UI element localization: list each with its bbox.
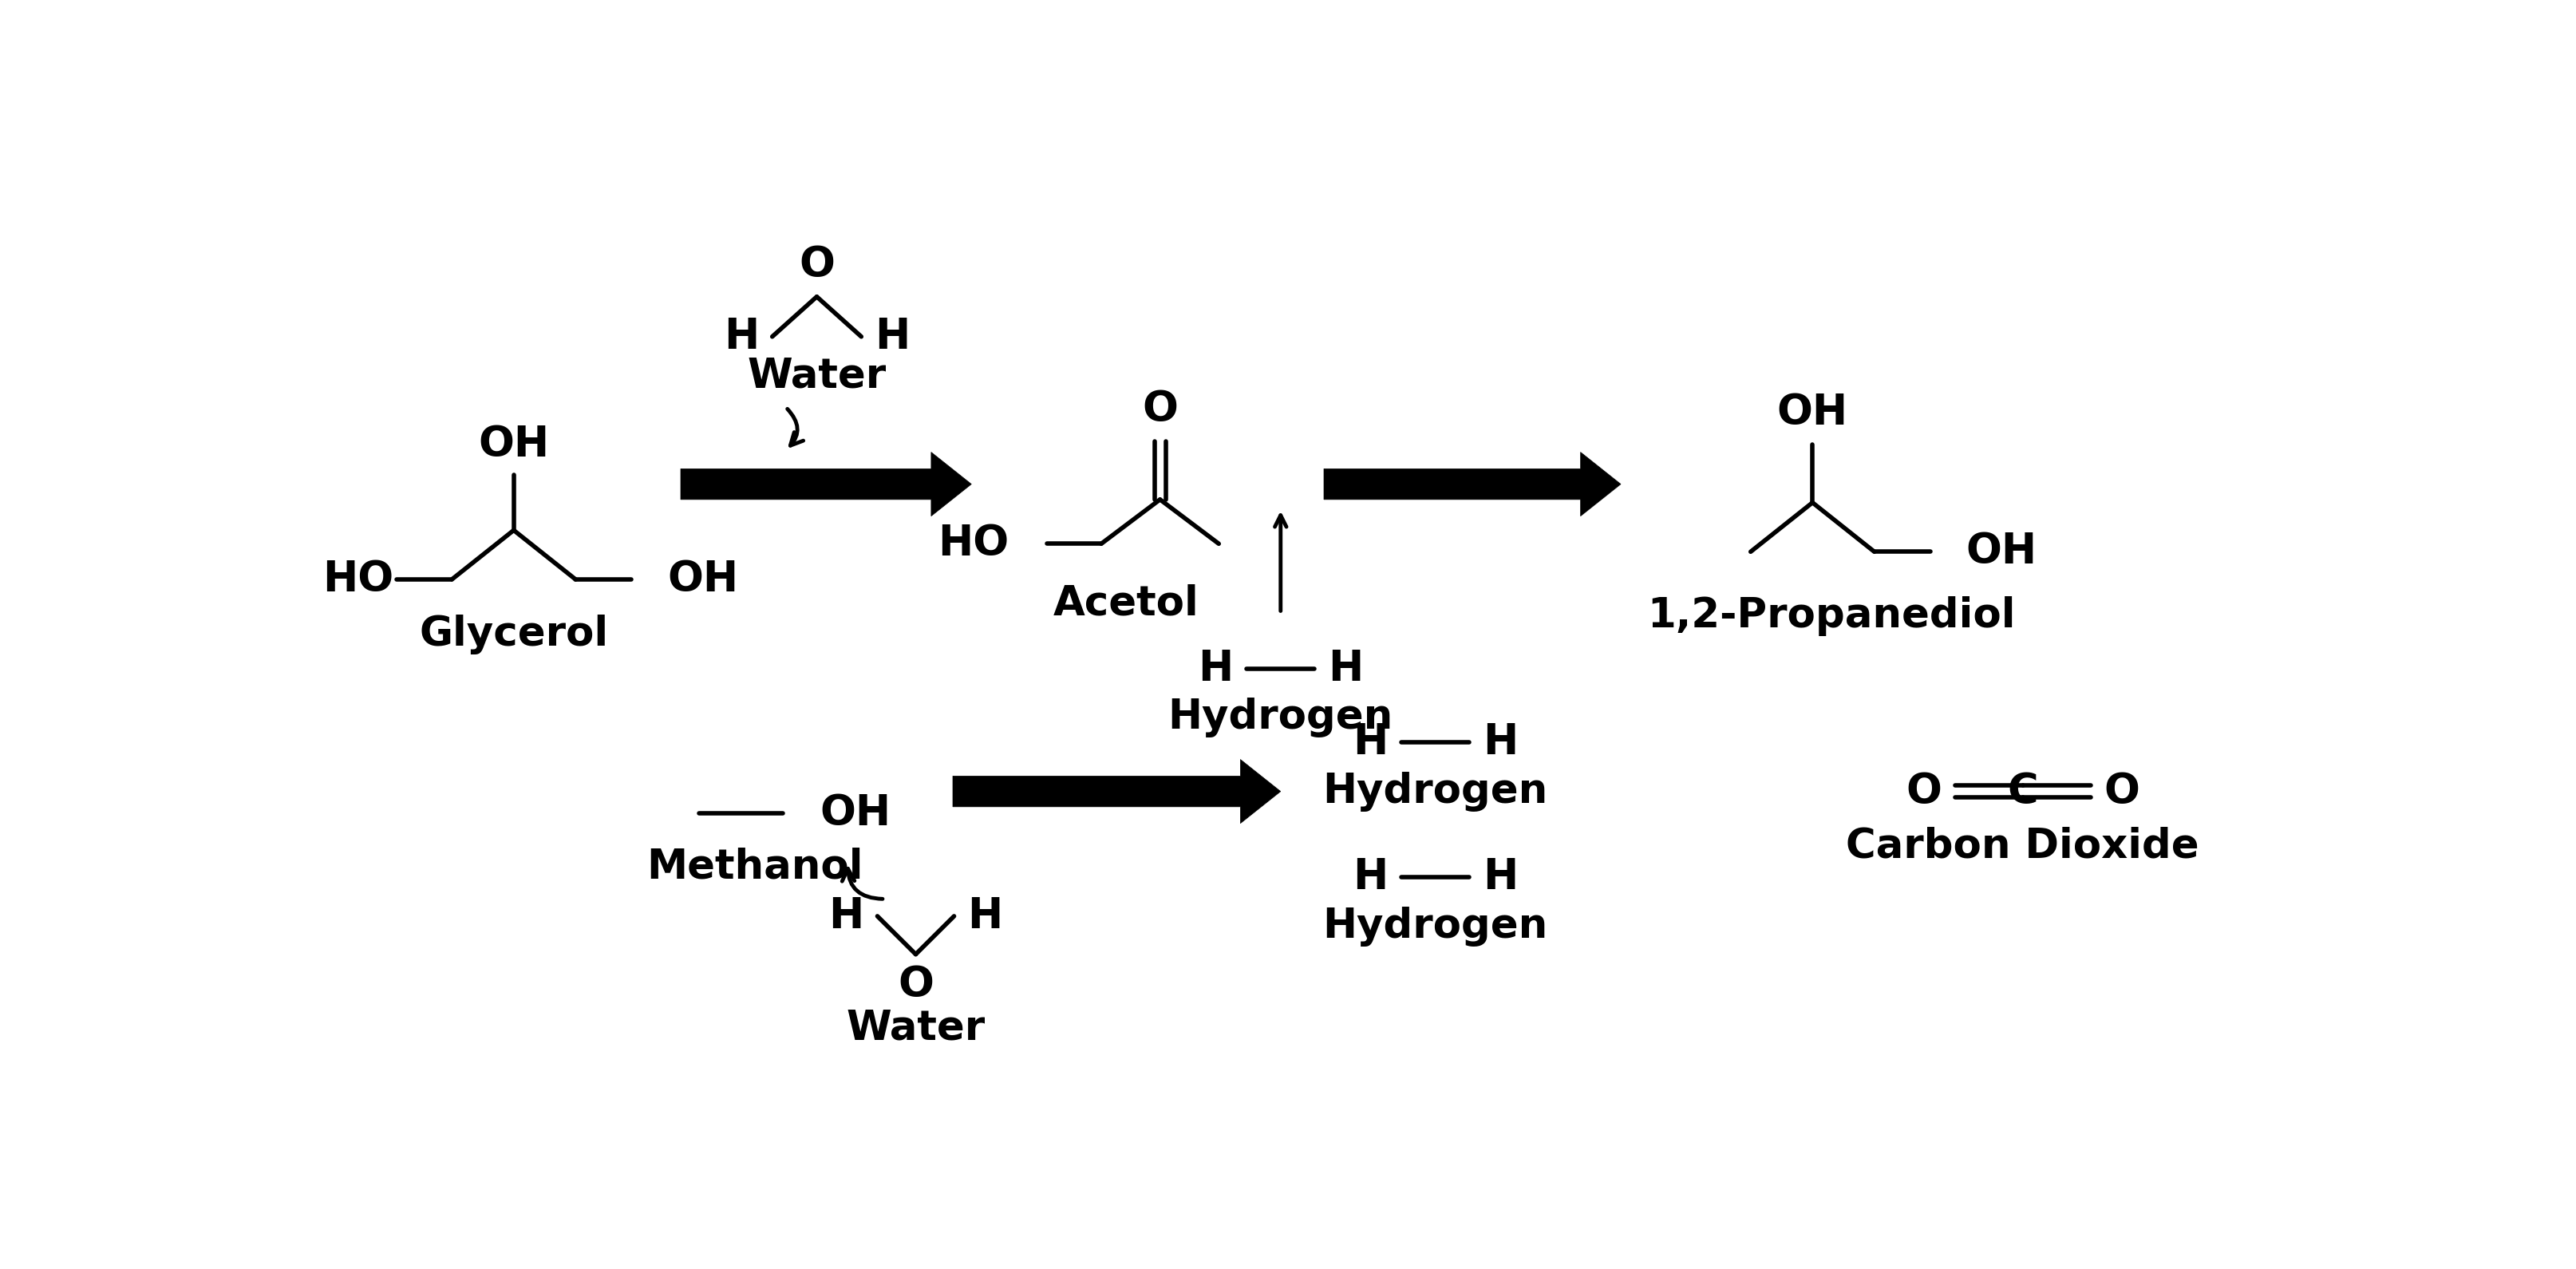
Text: H: H — [829, 896, 863, 937]
Text: 1,2-Propanediol: 1,2-Propanediol — [1646, 596, 2014, 636]
Text: H: H — [1484, 722, 1517, 763]
Text: Water: Water — [848, 1008, 984, 1048]
Text: OH: OH — [1965, 530, 2038, 572]
Text: H: H — [1198, 647, 1234, 689]
Text: Methanol: Methanol — [647, 846, 863, 887]
Text: Glycerol: Glycerol — [420, 614, 608, 655]
Polygon shape — [953, 759, 1280, 824]
Text: O: O — [2105, 770, 2141, 812]
Text: O: O — [1906, 770, 1942, 812]
Text: HO: HO — [322, 558, 394, 600]
Text: C: C — [2007, 770, 2038, 812]
Polygon shape — [680, 452, 971, 516]
Text: Water: Water — [747, 357, 886, 396]
Text: H: H — [1352, 857, 1388, 898]
Text: O: O — [1141, 388, 1177, 430]
Text: H: H — [1327, 647, 1363, 689]
Text: Hydrogen: Hydrogen — [1321, 906, 1548, 947]
Text: OH: OH — [479, 424, 549, 464]
Text: Hydrogen: Hydrogen — [1321, 772, 1548, 811]
Text: OH: OH — [819, 792, 891, 834]
Text: O: O — [899, 964, 933, 1006]
Text: H: H — [1484, 857, 1517, 898]
Text: OH: OH — [667, 558, 739, 600]
Text: O: O — [799, 244, 835, 286]
Text: Hydrogen: Hydrogen — [1167, 698, 1394, 737]
Text: H: H — [1352, 722, 1388, 763]
Polygon shape — [1324, 452, 1620, 516]
Text: H: H — [969, 896, 1002, 937]
Text: H: H — [724, 316, 760, 358]
Text: OH: OH — [1777, 391, 1847, 433]
Text: H: H — [876, 316, 909, 358]
Text: Acetol: Acetol — [1054, 584, 1198, 624]
Text: Carbon Dioxide: Carbon Dioxide — [1847, 827, 2200, 867]
Text: HO: HO — [938, 523, 1007, 565]
